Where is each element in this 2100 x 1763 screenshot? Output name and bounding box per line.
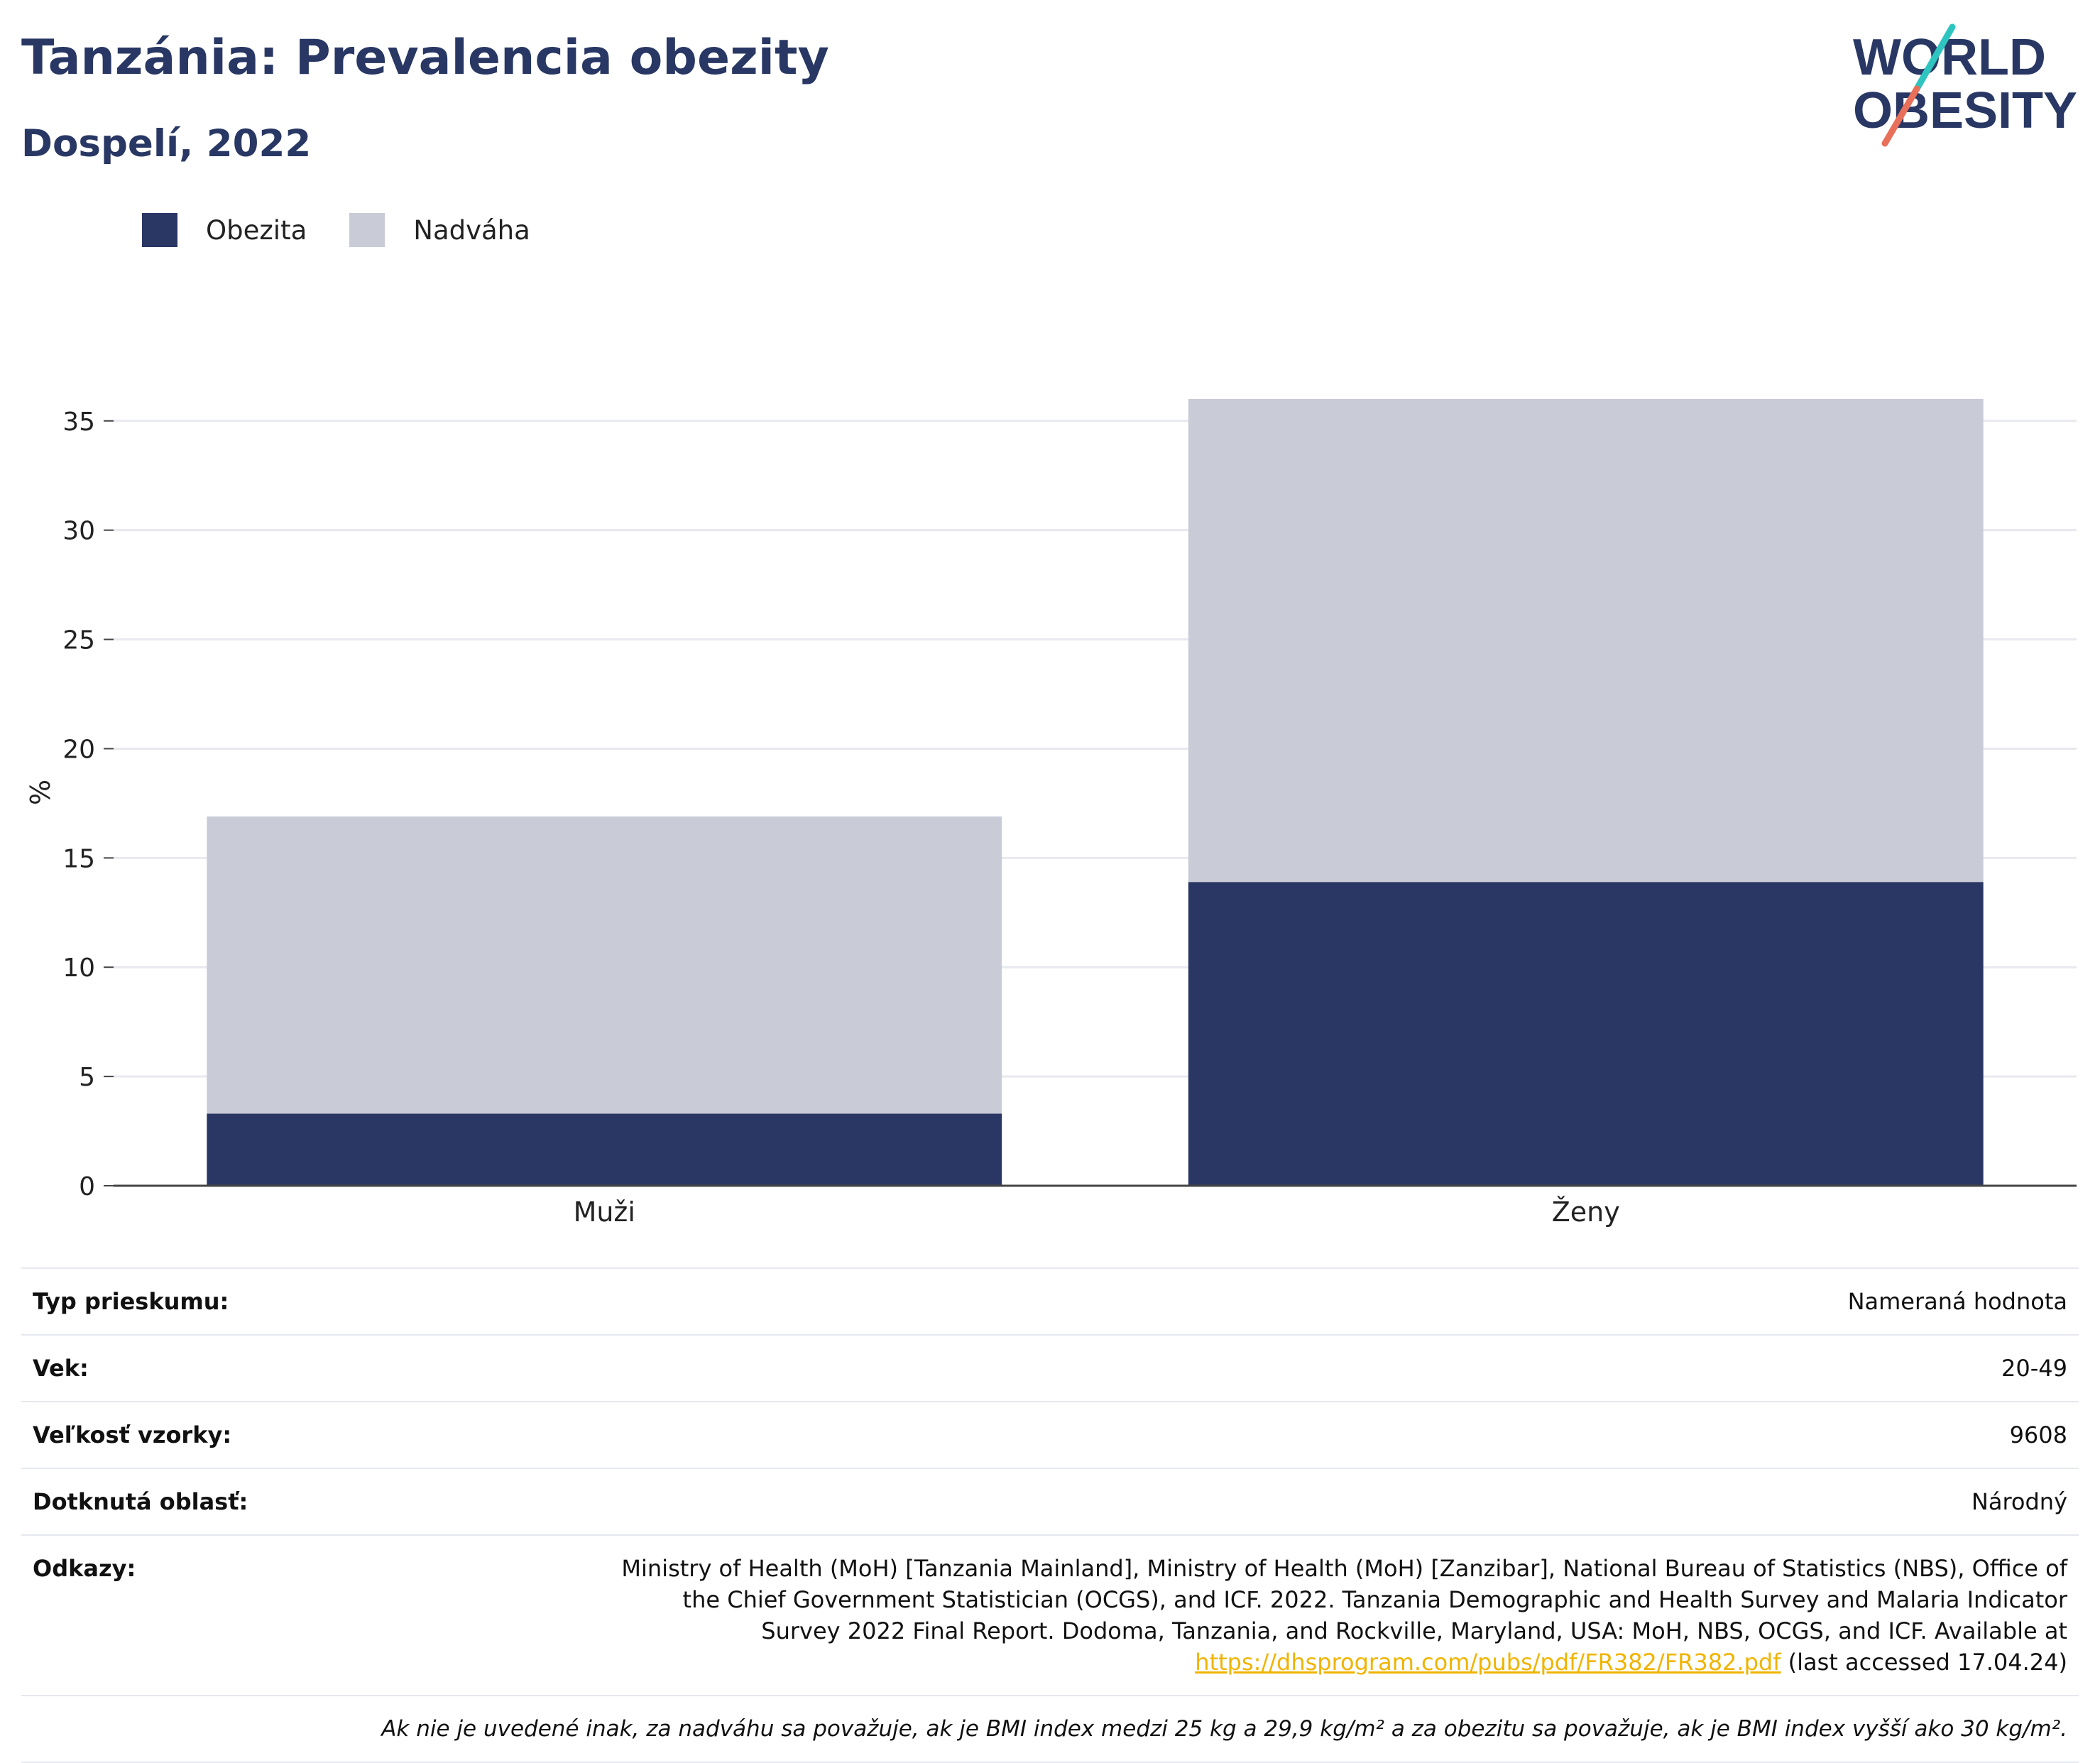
info-label: Dotknutá oblasť: — [33, 1488, 248, 1515]
x-tick-label: Muži — [574, 1196, 635, 1228]
y-tick-label: 35 — [62, 408, 95, 437]
logo-text-obesity: OBESITY — [1853, 82, 2077, 139]
legend-item-nadvaha[interactable]: Nadváha — [349, 213, 530, 247]
y-tick-label: 15 — [62, 844, 95, 873]
y-tick-label: 30 — [62, 517, 95, 546]
info-row-survey-type: Typ prieskumu: Nameraná hodnota — [21, 1269, 2079, 1336]
legend-item-obezita[interactable]: Obezita — [142, 213, 307, 247]
logo-slash-coral — [1881, 85, 1920, 147]
y-tick-label: 0 — [79, 1172, 95, 1201]
world-obesity-logo: WORLD OBESITY — [1853, 23, 2077, 147]
page-title: Tanzánia: Prevalencia obezity — [21, 30, 829, 86]
info-label: Typ prieskumu: — [33, 1288, 229, 1315]
y-tick-label: 5 — [79, 1063, 95, 1092]
survey-info-table: Typ prieskumu: Nameraná hodnota Vek: 20-… — [21, 1267, 2079, 1763]
bar-nadvha-1 — [1188, 399, 1984, 883]
logo-slash-teal — [1913, 23, 1956, 92]
info-label: Vek: — [33, 1355, 89, 1382]
info-value: 20-49 — [2001, 1355, 2067, 1382]
logo-text-world: WORLD — [1853, 29, 2046, 86]
info-row-area: Dotknutá oblasť: Národný — [21, 1469, 2079, 1536]
info-value: Národný — [1971, 1488, 2067, 1515]
references-link[interactable]: https://dhsprogram.com/pubs/pdf/FR382/FR… — [1195, 1649, 1781, 1676]
legend-swatch-nadvaha — [349, 213, 385, 247]
y-axis-label: % — [25, 780, 56, 805]
legend-label-nadvaha: Nadváha — [413, 214, 530, 246]
info-label: Odkazy: — [33, 1555, 136, 1582]
bar-nadvha-0 — [207, 816, 1002, 1114]
bmi-note: Ak nie je uvedené inak, za nadváhu sa po… — [381, 1716, 2067, 1742]
info-label: Veľkosť vzorky: — [33, 1421, 232, 1448]
info-row-age: Vek: 20-49 — [21, 1336, 2079, 1402]
info-row-sample-size: Veľkosť vzorky: 9608 — [21, 1402, 2079, 1469]
page-subtitle: Dospelí, 2022 — [21, 122, 312, 165]
bar-obezita-1 — [1188, 882, 1984, 1186]
x-tick-label: Ženy — [1552, 1196, 1620, 1228]
references-accessed: (last accessed 17.04.24) — [1788, 1649, 2067, 1676]
y-tick-label: 10 — [62, 954, 95, 983]
references-text: Ministry of Health (MoH) [Tanzania Mainl… — [621, 1555, 2067, 1644]
legend-label-obezita: Obezita — [206, 214, 307, 246]
info-value: Nameraná hodnota — [1847, 1288, 2067, 1315]
info-row-note: Ak nie je uvedené inak, za nadváhu sa po… — [21, 1696, 2079, 1763]
info-row-references: Odkazy: Ministry of Health (MoH) [Tanzan… — [21, 1536, 2079, 1696]
bar-chart: 0 5 10 15 20 25 30 35% Muži Ženy — [25, 399, 2077, 1228]
bar-obezita-0 — [207, 1113, 1002, 1186]
legend-swatch-obezita — [142, 213, 177, 247]
info-value: 9608 — [2009, 1421, 2067, 1448]
references-value: Ministry of Health (MoH) [Tanzania Mainl… — [612, 1553, 2067, 1678]
y-tick-label: 20 — [62, 735, 95, 764]
y-tick-label: 25 — [62, 626, 95, 655]
chart-legend: Obezita Nadváha — [142, 213, 573, 247]
